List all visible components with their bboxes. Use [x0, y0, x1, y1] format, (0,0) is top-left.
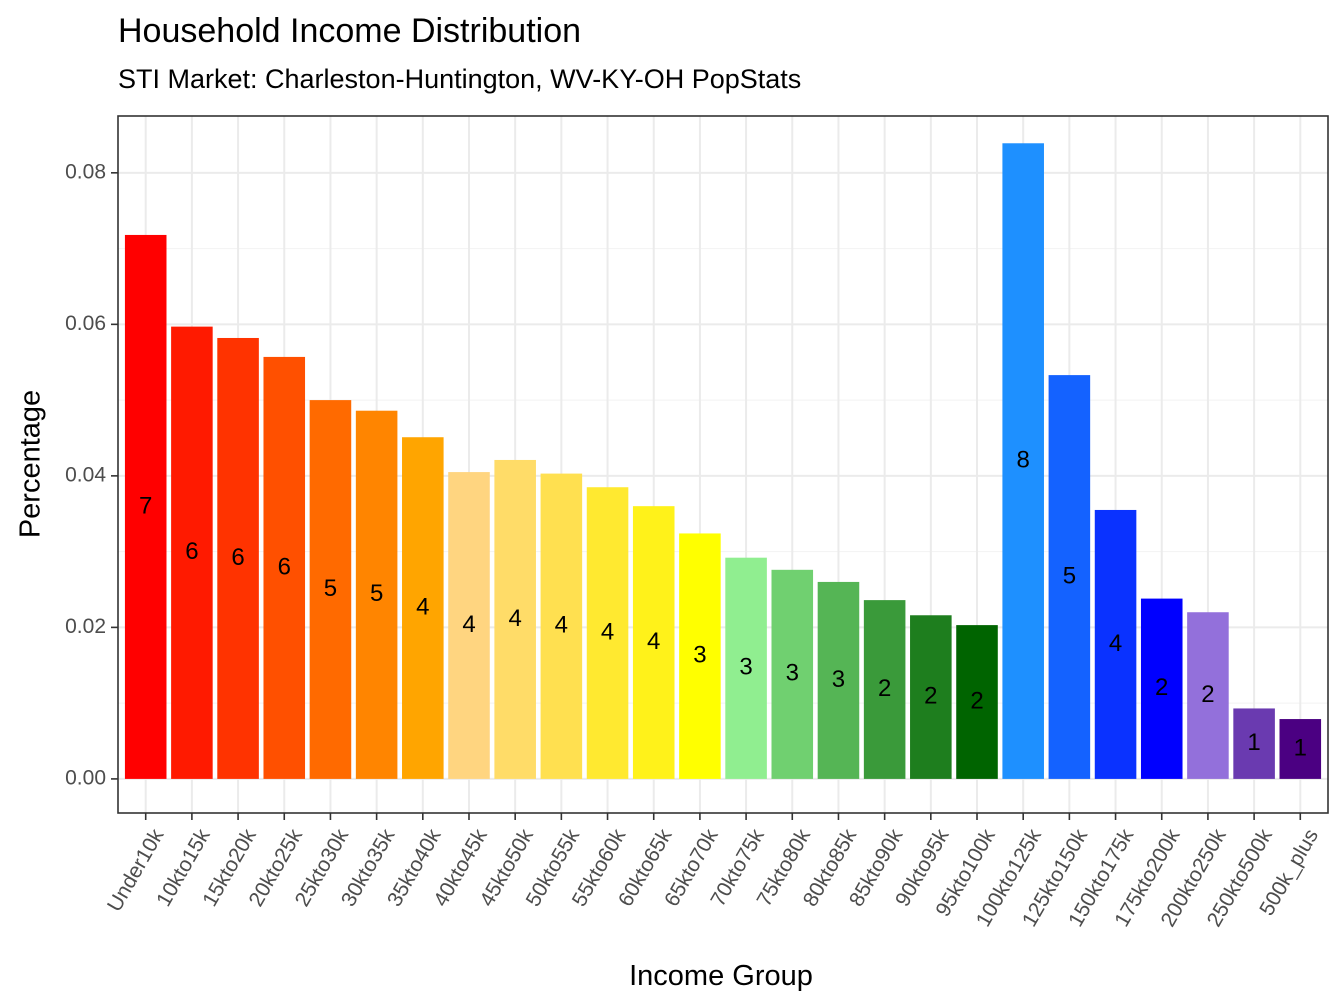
bar-80kto85k	[817, 581, 860, 779]
bar-value-label: 2	[970, 687, 983, 714]
bar-45kto50k	[494, 459, 536, 779]
bar-labels: 7 6 6 6 5 5 4 4 4 4 4 4 3 3 3 3 2 2 2 8 5 4 2 2 1 1	[139, 446, 1307, 761]
plot-panel-border	[117, 115, 1329, 814]
bar-35kto40k	[402, 437, 444, 779]
bar-125kto150k	[1048, 375, 1091, 779]
y-tick-label: 0.02	[65, 615, 106, 638]
bar-70kto75k	[725, 557, 767, 779]
bar-30kto35k	[355, 410, 398, 779]
bar-100kto125k	[1002, 143, 1044, 779]
bar-175kto200k	[1140, 598, 1183, 779]
bar-value-label: 6	[185, 538, 198, 565]
bar-75kto80k	[771, 569, 814, 779]
x-axis: Under10k10kto15k15kto20k20kto25k25kto30k…	[103, 813, 1323, 931]
bar-250kto500k	[1233, 708, 1275, 779]
bar-500k_plus	[1279, 719, 1322, 779]
bars	[124, 143, 1322, 779]
bar-15kto20k	[217, 337, 259, 779]
bar-85kto90k	[863, 600, 906, 779]
bar-value-label: 1	[1247, 729, 1260, 756]
bar-value-label: 3	[739, 654, 752, 681]
bar-200kto250k	[1187, 612, 1229, 779]
bar-55kto60k	[586, 487, 629, 779]
bar-value-label: 5	[1063, 562, 1076, 589]
bar-value-label: 6	[231, 544, 244, 571]
x-axis-title: Income Group	[629, 960, 813, 992]
bar-value-label: 2	[878, 675, 891, 702]
bar-50kto55k	[540, 473, 583, 779]
chart-subtitle: STI Market: Charleston-Huntington, WV-KY…	[118, 64, 802, 94]
bar-value-label: 4	[416, 593, 429, 620]
bar-value-label: 3	[693, 642, 706, 669]
bar-value-label: 2	[924, 682, 937, 709]
bar-value-label: 4	[555, 612, 568, 639]
bar-value-label: 7	[139, 492, 152, 519]
bar-20kto25k	[263, 356, 306, 779]
bar-value-label: 6	[278, 553, 291, 580]
y-tick-label: 0.08	[65, 160, 106, 183]
bar-value-label: 5	[324, 575, 337, 602]
chart-title: Household Income Distribution	[118, 12, 582, 50]
y-axis: 0.00 0.02 0.04 0.06 0.08	[65, 160, 118, 789]
bar-value-label: 5	[370, 580, 383, 607]
bar-value-label: 3	[832, 666, 845, 693]
bar-value-label: 8	[1017, 446, 1030, 473]
bar-150kto175k	[1094, 509, 1137, 779]
bar-65kto70k	[679, 533, 721, 779]
bar-value-label: 4	[462, 611, 475, 638]
y-tick-label: 0.06	[65, 312, 106, 335]
bar-95kto100k	[956, 625, 998, 779]
bar-value-label: 4	[1109, 630, 1122, 657]
bar-value-label: 2	[1201, 681, 1214, 708]
bar-90kto95k	[910, 615, 952, 779]
bar-Under10k	[124, 234, 167, 779]
bar-10kto15k	[171, 326, 213, 779]
bar-60kto65k	[632, 506, 675, 779]
bar-40kto45k	[448, 472, 490, 779]
bar-value-label: 4	[508, 605, 521, 632]
bar-value-label: 2	[1155, 674, 1168, 701]
y-tick-label: 0.00	[65, 766, 106, 789]
bar-value-label: 1	[1294, 734, 1307, 761]
bar-value-label: 4	[601, 618, 614, 645]
bar-value-label: 4	[647, 628, 660, 655]
y-tick-label: 0.04	[65, 463, 106, 486]
bar-value-label: 3	[786, 660, 799, 687]
bar-25kto30k	[309, 400, 352, 779]
